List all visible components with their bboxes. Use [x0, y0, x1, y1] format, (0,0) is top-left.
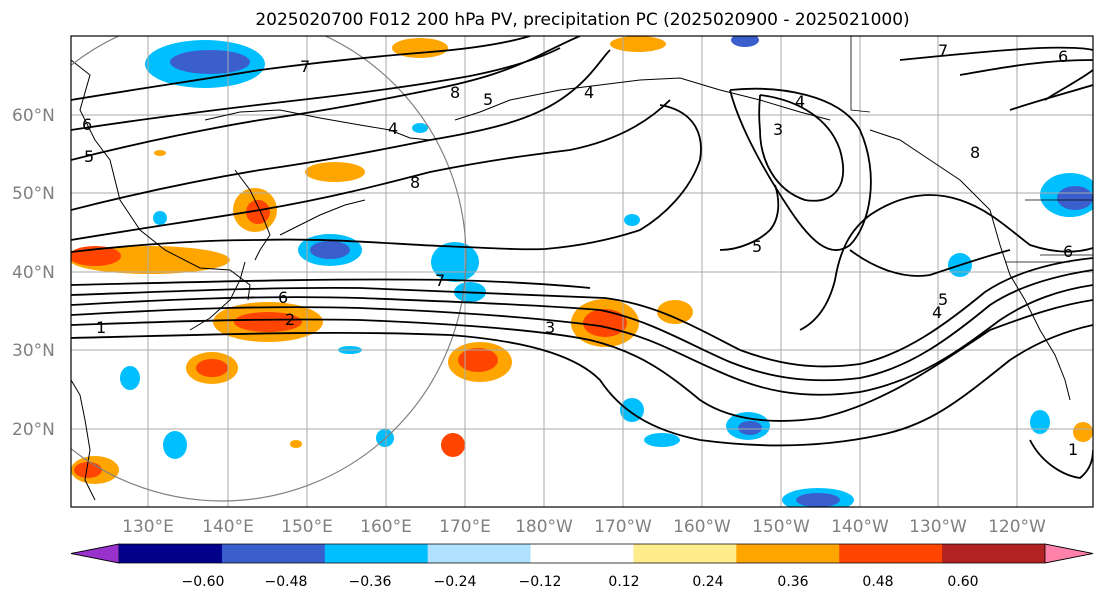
lon-label: 120°W [988, 517, 1046, 537]
lat-label: 60°N [12, 106, 55, 126]
contour-label: 5 [84, 147, 94, 166]
map-frame [70, 35, 1094, 508]
latitude-labels: 60°N 50°N 40°N 30°N 20°N [12, 106, 55, 440]
contour-label: 5 [938, 290, 948, 309]
longitude-labels: 130°E 140°E 150°E 160°E 170°E 180°W 170°… [122, 517, 1046, 537]
lon-label: 140°W [831, 517, 889, 537]
colorbar-segment [427, 544, 532, 563]
range-circle [71, 36, 467, 502]
pv-contours [71, 36, 1093, 479]
colorbar-segment [324, 544, 429, 563]
colorbar-tick-label: 0.60 [947, 574, 978, 590]
lon-label: 180°W [515, 517, 573, 537]
contour-label: 3 [545, 318, 555, 337]
map-title: 2025020700 F012 200 hPa PV, precipitatio… [255, 10, 910, 30]
contour-label: 6 [1058, 47, 1068, 66]
contour-label: 1 [1068, 440, 1078, 459]
colorbar-segment [942, 544, 1046, 563]
lat-label: 50°N [12, 184, 55, 204]
contour-label: 8 [410, 173, 420, 192]
colorbar-tick-label: 0.24 [692, 574, 723, 590]
contour-label: 5 [752, 237, 762, 256]
lon-label: 150°E [281, 517, 333, 537]
colorbar-segment [633, 544, 737, 563]
lon-label: 140°E [202, 517, 254, 537]
contour-label: 2 [285, 310, 295, 329]
colorbar-segment [221, 544, 326, 563]
colorbar-tick-label: 0.36 [777, 574, 808, 590]
lon-label: 160°E [360, 517, 412, 537]
colorbar-tick-label: −0.36 [349, 574, 392, 590]
contour-label: 1 [96, 318, 106, 337]
contour-label: 4 [388, 119, 398, 138]
colorbar-tick-labels: −0.60 −0.48 −0.36 −0.24 −0.12 0.12 0.24 … [182, 574, 979, 590]
lon-label: 170°W [594, 517, 652, 537]
lon-label: 160°W [673, 517, 731, 537]
lon-label: 130°W [909, 517, 967, 537]
colorbar: −0.60 −0.48 −0.36 −0.24 −0.12 0.12 0.24 … [70, 543, 1094, 590]
colorbar-tick-label: −0.12 [519, 574, 562, 590]
colorbar-tick-label: −0.48 [265, 574, 308, 590]
lat-label: 30°N [12, 341, 55, 361]
colorbar-segment [839, 544, 943, 563]
lon-label: 150°W [752, 517, 810, 537]
contour-label: 8 [970, 143, 980, 162]
coastlines [71, 59, 1071, 501]
colorbar-segment [530, 544, 634, 563]
colorbar-segments [70, 543, 1094, 564]
contour-label: 8 [450, 83, 460, 102]
borders [850, 36, 1093, 263]
contour-label: 7 [938, 41, 948, 60]
contour-label: 6 [82, 115, 92, 134]
colorbar-segment [736, 544, 840, 563]
lat-label: 20°N [12, 420, 55, 440]
contour-label: 4 [584, 83, 594, 102]
colorbar-tick-label: 0.12 [608, 574, 639, 590]
pv-contour-labels: 7 8 5 4 4 3 4 7 6 6 5 8 8 5 7 6 2 1 3 6 … [82, 41, 1078, 459]
contour-label: 7 [435, 271, 445, 290]
contour-label: 4 [932, 303, 942, 322]
contour-label: 3 [773, 120, 783, 139]
contour-label: 7 [300, 57, 310, 76]
lon-label: 130°E [122, 517, 174, 537]
contour-label: 4 [795, 92, 805, 111]
lat-label: 40°N [12, 263, 55, 283]
contour-label: 6 [278, 288, 288, 307]
colorbar-extension-low [70, 543, 120, 564]
colorbar-tick-label: −0.60 [182, 574, 225, 590]
colorbar-extension-high [1044, 543, 1094, 564]
colorbar-outline [70, 543, 1094, 564]
contour-label: 5 [483, 90, 493, 109]
colorbar-tick-label: 0.48 [862, 574, 893, 590]
colorbar-segment [119, 544, 223, 563]
colorbar-tick-label: −0.24 [434, 574, 477, 590]
contour-label: 6 [1063, 242, 1073, 261]
lon-label: 170°E [439, 517, 491, 537]
